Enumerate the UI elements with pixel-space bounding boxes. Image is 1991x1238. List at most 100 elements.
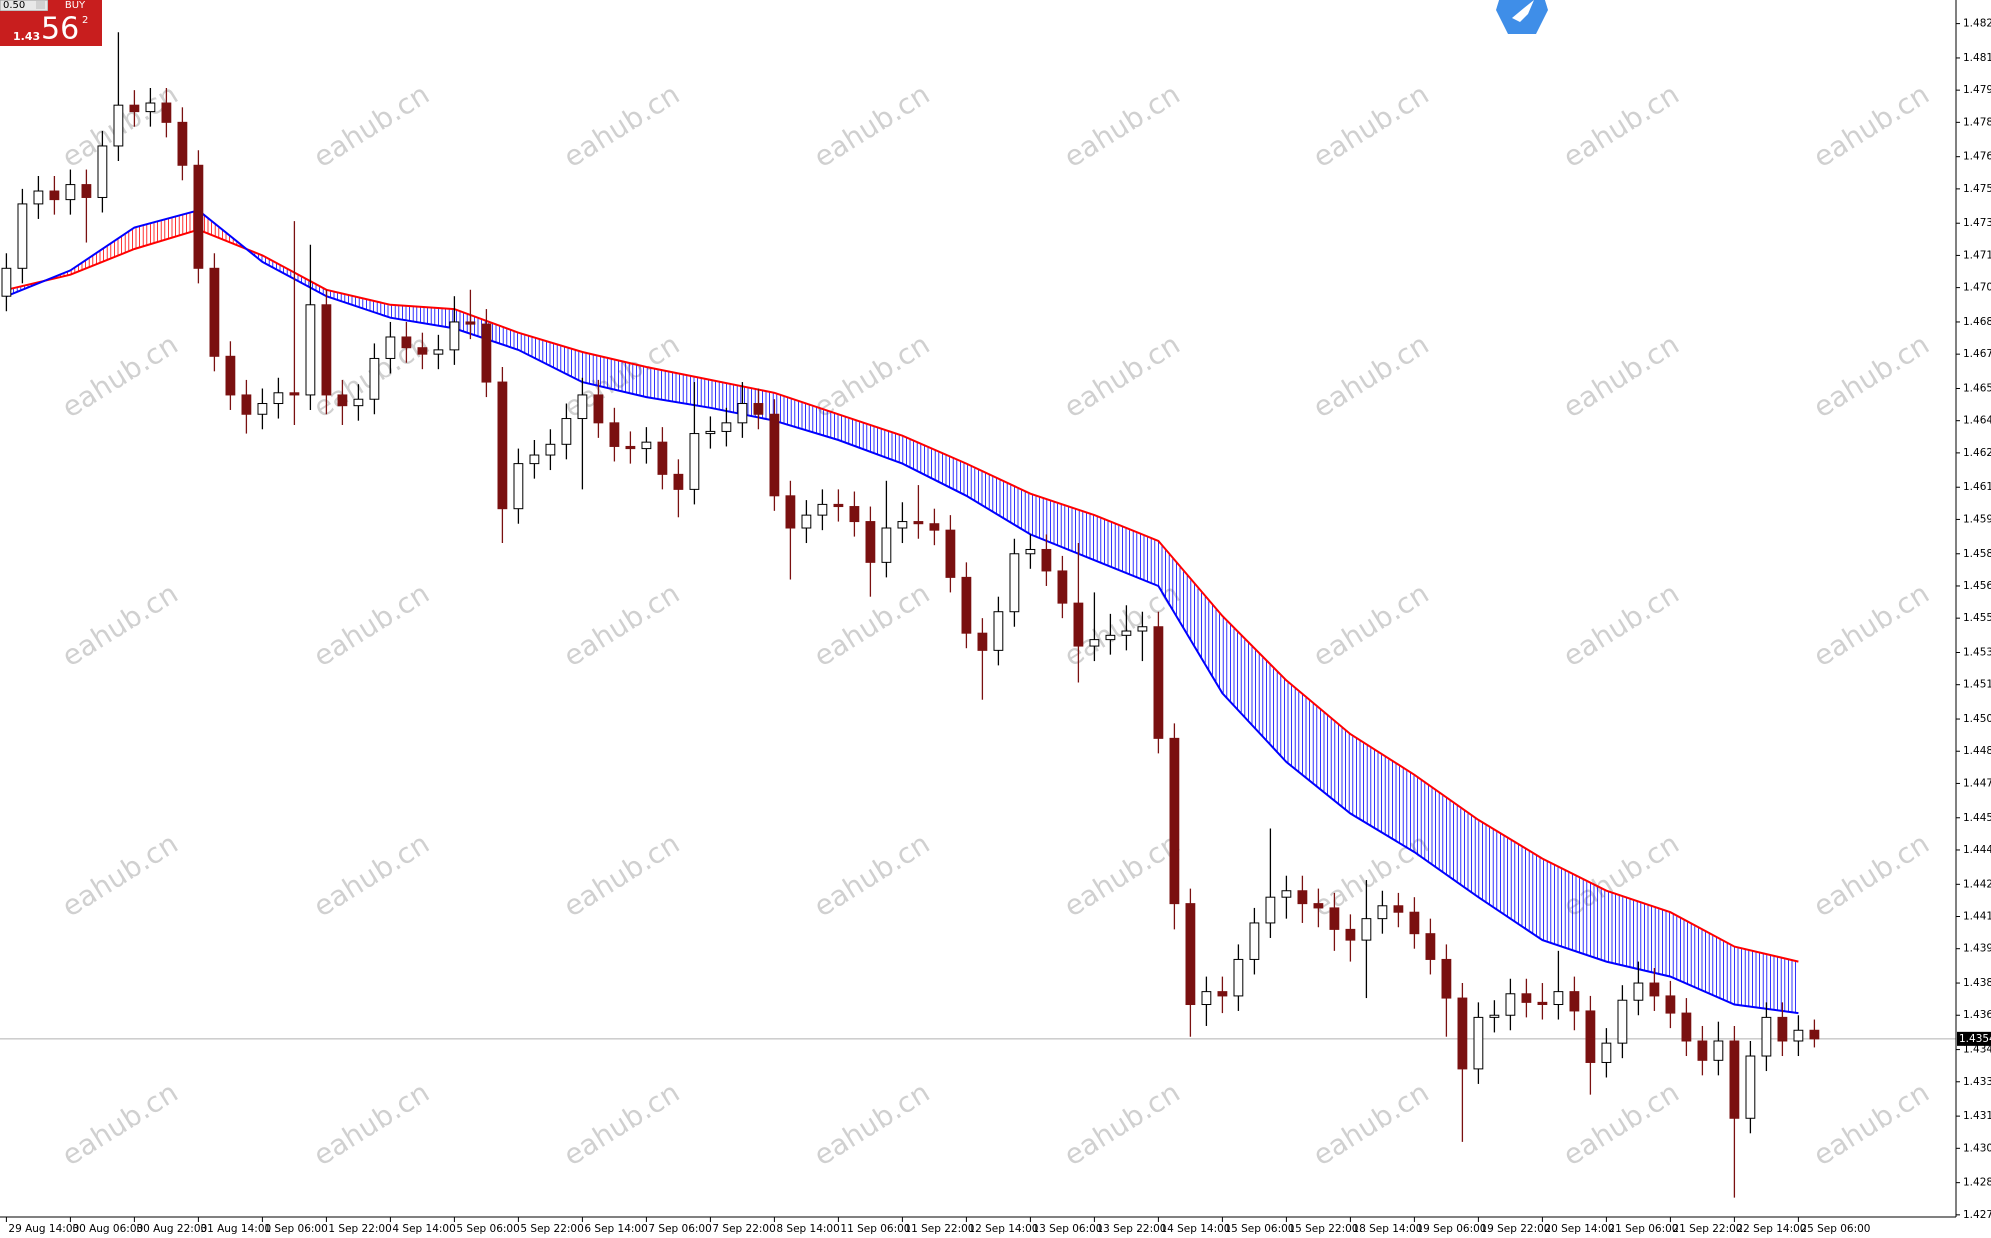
candle-body [705,430,716,435]
candle-body [1457,997,1468,1070]
candle-body [241,394,252,415]
candle-body [641,441,652,450]
candle-body [1393,905,1404,913]
candle-body [289,392,300,396]
price-small: 1.43 [13,30,40,43]
x-tick-label: 15 Sep 22:00 [1288,1223,1358,1235]
candle-body [1665,995,1676,1014]
candle-body [353,398,364,407]
candle-body [33,190,44,205]
candle-body [145,102,156,113]
ma-line [6,228,1799,963]
candle-body [1313,903,1324,909]
candle-body [209,267,220,357]
plot-area [0,32,1956,1198]
current-price-box [1957,1031,1991,1046]
y-tick-label: 1.4473 [1963,777,1991,789]
x-tick-label: 13 Sep 22:00 [1096,1223,1166,1235]
x-tick-label: 30 Aug 06:00 [72,1223,143,1235]
candle-body [1553,991,1564,1006]
y-tick-label: 1.4750 [1963,183,1991,195]
y-tick-label: 1.4380 [1963,977,1991,989]
candle-body [1441,958,1452,999]
candle-body [497,381,508,510]
candle-body [1569,991,1580,1012]
x-tick-label: 15 Sep 06:00 [1224,1223,1294,1235]
candle-body [1633,982,1644,1001]
candle-body [1137,626,1148,632]
candle-body [257,403,268,415]
candle-body [849,506,860,523]
candle-body [929,523,940,531]
y-tick-label: 1.4688 [1963,316,1991,328]
x-tick-label: 12 Sep 14:00 [968,1223,1038,1235]
candle-body [1233,958,1244,997]
candle-body [1057,570,1068,604]
x-tick-label: 4 Sep 14:00 [392,1223,455,1235]
candle-body [193,164,204,269]
candle-body [881,527,892,563]
candle-body [113,104,124,147]
candle-body [817,503,828,516]
x-tick-label: 7 Sep 06:00 [648,1223,711,1235]
y-tick-label: 1.4627 [1963,447,1991,459]
candle-body [865,521,876,563]
candle-body [1,267,12,297]
candle-body [1649,982,1660,997]
candle-body [1217,991,1228,997]
candle-body [577,394,588,420]
buy-label: BUY [65,0,86,11]
candle-body [593,394,604,424]
x-tick-label: 14 Sep 14:00 [1160,1223,1230,1235]
candle-body [1041,548,1052,572]
candle-body [1169,737,1180,905]
y-tick-label: 1.4534 [1963,647,1991,659]
candle-body [1505,993,1516,1016]
candle-body [1025,548,1036,555]
y-tick-label: 1.4657 [1963,382,1991,394]
candle-body [961,576,972,634]
y-tick-label: 1.4488 [1963,745,1991,757]
candle-body [81,184,92,198]
x-tick-label: 13 Sep 06:00 [1032,1223,1102,1235]
current-price-label: 1.4354 [1959,1033,1991,1045]
candle-body [337,394,348,407]
candle-body [1697,1040,1708,1061]
app-icon[interactable] [1496,0,1548,34]
candle-body [177,121,188,166]
lot-dropdown[interactable] [36,1,45,9]
x-tick-label: 20 Sep 14:00 [1544,1223,1614,1235]
candle-body [513,463,524,510]
candle-body [1089,639,1100,647]
candle-body [1761,1016,1772,1057]
y-tick-label: 1.4565 [1963,580,1991,592]
x-tick-label: 18 Sep 14:00 [1352,1223,1422,1235]
candle-body [1185,903,1196,1006]
candle-body [385,336,396,359]
candle-body [753,403,764,415]
buy-button[interactable] [48,0,102,11]
y-tick-label: 1.4827 [1963,18,1991,30]
candle-body [1713,1040,1724,1061]
candle-body [561,418,572,445]
y-tick-label: 1.4580 [1963,548,1991,560]
x-tick-label: 30 Aug 22:00 [136,1223,207,1235]
candle-body [49,190,60,201]
candle-body [1105,634,1116,641]
candle-body [1361,918,1372,941]
x-tick-label: 11 Sep 22:00 [904,1223,974,1235]
x-tick-label: 1 Sep 06:00 [264,1223,327,1235]
lot-value: 0.50 [3,0,25,11]
candle-body [417,347,428,355]
candle-body [1345,928,1356,941]
candle-body [1377,905,1388,920]
y-tick-label: 1.4519 [1963,679,1991,691]
candle-body [1409,911,1420,935]
price-box[interactable] [0,11,102,46]
candle-body [273,392,284,405]
candle-body [1585,1010,1596,1063]
